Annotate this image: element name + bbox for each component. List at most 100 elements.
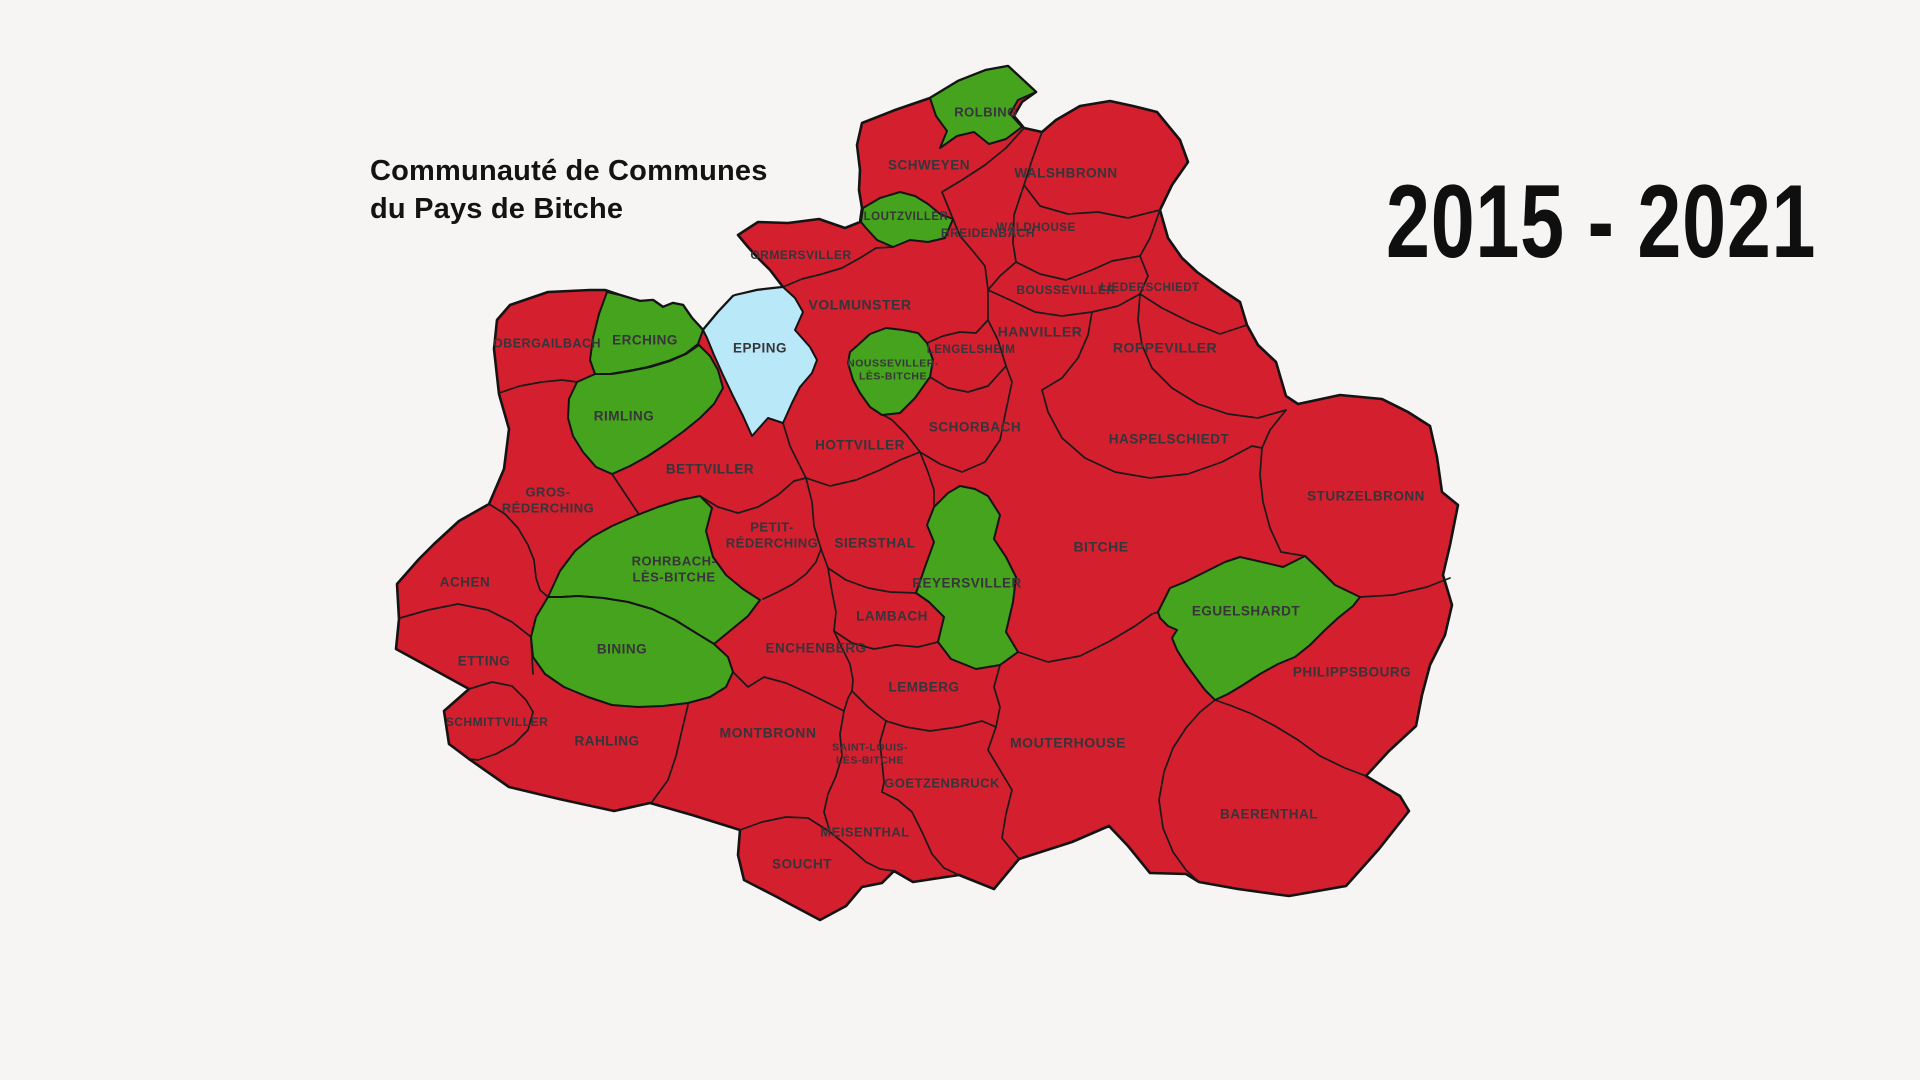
commune-label-bining: BINING [597,642,647,657]
commune-border-line [782,422,807,479]
commune-label-lambach: LAMBACH [856,609,928,624]
commune-border-line [952,218,989,291]
commune-label-etting: ETTING [458,654,511,669]
commune-border-line [699,477,807,514]
commune-border-line [1023,131,1161,219]
commune-label-liederschiedt: LIEDERSCHIEDT [1100,282,1199,294]
commune-border-line [805,451,921,487]
commune-region-rimling [567,344,724,475]
commune-label-erching: ERCHING [612,333,678,348]
commune-border-line [929,365,1007,393]
commune-label-enchenberg: ENCHENBERG [765,641,866,656]
commune-label-waldhouse: WALDHOUSE [996,222,1075,234]
commune-label-petit-rederching: PETIT-RÉDERCHING [726,519,818,550]
commune-label-baerenthal: BAERENTHAL [1220,807,1318,822]
commune-label-rimling: RIMLING [594,409,655,424]
commune-label-eguelshardt: EGUELSHARDT [1192,604,1301,619]
commune-border-line [488,503,549,598]
commune-border-line [739,816,831,833]
commune-region-loutzviller [860,191,954,248]
commune-region-eguelshardt [1157,555,1361,701]
commune-border-line [987,289,1141,317]
commune-border-line [1214,699,1367,777]
commune-border-line [823,775,837,833]
commune-border-line [1137,293,1153,369]
commune-label-rahling: RAHLING [575,734,640,749]
commune-label-breidenbach: BREIDENBACH [941,226,1035,240]
commune-border-line [885,720,997,732]
commune-label-epping: EPPING [733,341,787,356]
commune-border-line [762,548,822,600]
commune-border-line [1359,577,1451,598]
commune-label-reyersviller: REYERSVILLER [912,576,1022,591]
commune-label-nousseviller-les-bitche: NOUSSEVILLER-LÈS-BITCHE [847,357,939,382]
commune-label-bousseviller: BOUSSEVILLER [1016,283,1115,297]
commune-label-bitche: BITCHE [1073,539,1128,555]
commune-border-line [835,710,845,777]
commune-border-line [829,831,895,872]
commune-border-line [468,711,534,761]
commune-label-loutzviller: LOUTZVILLER [864,211,949,223]
commune-border-line [1259,409,1306,557]
commune-label-meisenthal: MEISENTHAL [820,824,910,839]
highlighted-communes [530,65,1361,708]
commune-label-haspelschiedt: HASPELSCHIEDT [1109,432,1230,447]
commune-label-hanviller: HANVILLER [998,324,1083,340]
commune-border-line [987,319,1013,383]
commune-border-line [1111,209,1161,262]
commune-border-line [843,690,853,712]
commune-border-line [919,381,1013,473]
commune-label-walshbronn: WALSHBRONN [1014,166,1117,181]
commune-border-line [732,671,845,712]
commune-border-line [987,726,1020,860]
commune-border-line [919,451,935,508]
commune-label-hottviller: HOTTVILLER [815,438,905,453]
page-title: Communauté de Communes du Pays de Bitche [370,155,768,225]
commune-label-saint-louis-les-bitche: SAINT-LOUIS-LÈS-BITCHE [832,741,908,766]
commune-border-line [820,548,917,594]
commune-border-line [498,379,578,394]
commune-label-lemberg: LEMBERG [889,680,960,695]
commune-label-montbronn: MONTBRONN [719,725,816,741]
commune-region-epping [702,286,818,437]
commune-border-line [1139,293,1248,335]
commune-label-goetzenbruck: GOETZENBRUCK [884,775,1000,790]
commune-region-bining [530,595,734,708]
commune-border-line [827,567,837,632]
commune-border-line [1158,699,1216,883]
commune-border-line [993,664,1001,728]
commune-label-siersthal: SIERSTHAL [834,536,915,551]
commune-border-line [1151,367,1287,419]
commune-region-reyersviller [915,485,1019,670]
commune-border-line [1139,255,1149,295]
commune-border-line [833,630,939,650]
commune-border-line [877,411,921,453]
commune-label-schmittviller: SCHMITTVILLER [446,715,549,729]
period-label: 2015 - 2021 [1386,164,1817,280]
commune-label-soucht: SOUCHT [772,857,832,872]
commune-label-obergailbach: OBERGAILBACH [493,336,601,350]
commune-label-rohrbach-les-bitche: ROHRBACH-LÈS-BITCHE [632,553,717,584]
commune-region-nousseviller-les-bitche [847,327,934,416]
commune-border-line [805,477,822,550]
commune-label-volmunster: VOLMUNSTER [809,297,912,313]
commune-borders [399,127,1451,883]
commune-border-line [468,681,534,713]
commune-border-line [851,690,887,722]
commune-border-line [987,261,1017,291]
commune-border-line [926,289,989,344]
commune-label-roppeviller: ROPPEVILLER [1113,340,1217,356]
commune-border-line [1015,260,1113,281]
commune-label-rolbing: ROLBING [954,104,1017,119]
commune-border-line [1041,311,1093,391]
commune-border-line [881,791,960,876]
commune-label-lengelsheim: LENGELSHEIM [927,344,1016,356]
commune-label-achen: ACHEN [440,575,491,590]
commune-border-line [879,720,887,793]
commune-labels: ROLBING SCHWEYEN WALSHBRONN LOUTZVILLER BREI… [440,104,1425,871]
commune-border-line [1012,184,1025,263]
commune-region-rolbing [929,65,1037,149]
commune-label-schweyen: SCHWEYEN [888,158,970,173]
